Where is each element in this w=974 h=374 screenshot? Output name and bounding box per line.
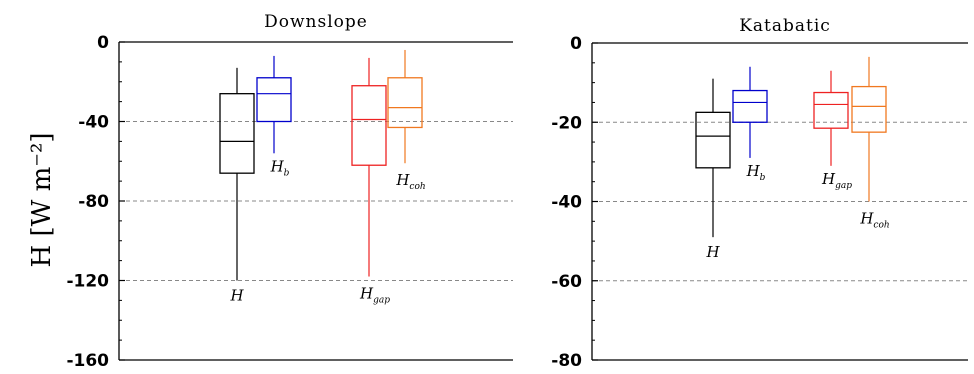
panel-title-katabatic: Katabatic <box>739 16 831 36</box>
box-H_b <box>732 66 768 158</box>
box-iqr <box>387 77 423 129</box>
box-iqr <box>695 111 731 169</box>
y-axis-label: H [W m⁻²] <box>27 132 57 267</box>
box-label-H_b: Hb <box>746 162 766 183</box>
box-iqr <box>851 85 887 133</box>
box-H <box>219 67 255 281</box>
box-label-H_gap: Hgap <box>821 170 852 191</box>
y-tick-label: 0 <box>570 34 582 54</box>
y-tick-label: -160 <box>66 351 109 371</box>
y-tick-label: -20 <box>551 113 582 133</box>
box-label-H: H <box>705 243 720 261</box>
y-tick-label: -60 <box>551 272 582 292</box>
box-iqr <box>732 89 768 123</box>
panel-downslope: Downslope 0 -40 -80 -120 -160 H Hb Hgap Hcoh <box>66 12 513 371</box>
box-iqr <box>813 91 849 129</box>
box-label-H_coh: Hcoh <box>395 171 425 192</box>
box-label-H_coh: Hcoh <box>859 210 889 231</box>
box-H_b <box>256 55 292 154</box>
y-tick-label: -80 <box>78 192 109 212</box>
y-tick-label: -40 <box>551 193 582 213</box>
box-label-H: H <box>229 287 244 305</box>
box-H <box>695 78 731 238</box>
box-iqr <box>256 77 292 123</box>
y-tick-label: -40 <box>78 113 109 133</box>
box-H_gap <box>813 70 849 166</box>
y-tick-label: 0 <box>97 33 109 53</box>
box-H_coh <box>851 56 887 202</box>
panel-title-downslope: Downslope <box>264 12 368 32</box>
box-label-H_b: Hb <box>270 157 290 178</box>
box-H_gap <box>351 57 387 277</box>
box-H_coh <box>387 49 423 164</box>
panel-katabatic: Katabatic 0 -20 -40 -60 -80 H Hb Hgap Hcoh <box>551 16 968 371</box>
box-iqr <box>351 85 387 166</box>
box-label-H_gap: Hgap <box>359 285 390 306</box>
y-tick-label: -120 <box>66 272 109 292</box>
box-iqr <box>219 93 255 174</box>
y-tick-label: -80 <box>551 351 582 371</box>
